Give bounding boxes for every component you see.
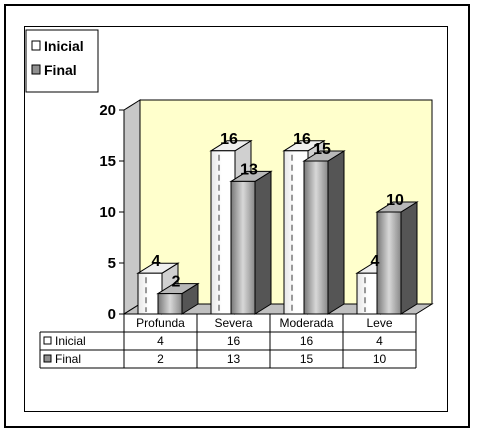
y-tick-label: 0: [108, 306, 116, 323]
x-category-label: Severa: [214, 316, 252, 330]
table-cell: 2: [157, 352, 164, 366]
data-label: 2: [172, 274, 181, 291]
x-category-label: Leve: [366, 316, 392, 330]
y-tick-label: 10: [99, 204, 116, 221]
bar-side-face: [254, 170, 272, 315]
legend-box: [25, 29, 99, 93]
legend: Inicial Final: [25, 29, 99, 93]
y-tick-label: 20: [99, 102, 116, 119]
y-tick-label: 5: [108, 255, 116, 272]
y-tick-label: 15: [99, 153, 116, 170]
table-series-name: Final: [55, 352, 81, 366]
table-series-key: [43, 354, 52, 363]
data-table: Profunda Severa Moderada Leve Inicial 4 16 16 4 F…: [39, 314, 417, 369]
legend-swatch: [31, 40, 41, 51]
bar-final: [376, 211, 402, 315]
table-cell: 4: [376, 334, 383, 348]
table-cell: 15: [300, 352, 314, 366]
bar-final: [157, 293, 183, 315]
table-cell: 16: [227, 334, 241, 348]
x-category-label: Profunda: [136, 316, 185, 330]
bars-layer: [136, 139, 419, 315]
data-label: 13: [240, 161, 258, 178]
table-cell: 4: [157, 334, 164, 348]
legend-label: Final: [44, 62, 77, 78]
bar-side-face: [400, 201, 418, 315]
data-label: 16: [293, 131, 311, 148]
table-cell: 13: [227, 352, 241, 366]
data-label: 10: [386, 192, 404, 209]
table-cell: 16: [300, 334, 314, 348]
bar-side-face: [327, 150, 345, 315]
table-series-name: Inicial: [55, 334, 86, 348]
table-series-key: [43, 336, 52, 345]
legend-swatch: [31, 64, 41, 75]
bar-final: [303, 160, 329, 315]
table-cell: 10: [373, 352, 387, 366]
data-label: 15: [313, 141, 331, 158]
legend-label: Inicial: [44, 38, 84, 54]
data-label: 16: [220, 131, 238, 148]
data-label: 4: [152, 253, 161, 270]
x-category-label: Moderada: [279, 316, 333, 330]
data-label: 4: [371, 253, 380, 270]
bar-final: [230, 180, 256, 315]
